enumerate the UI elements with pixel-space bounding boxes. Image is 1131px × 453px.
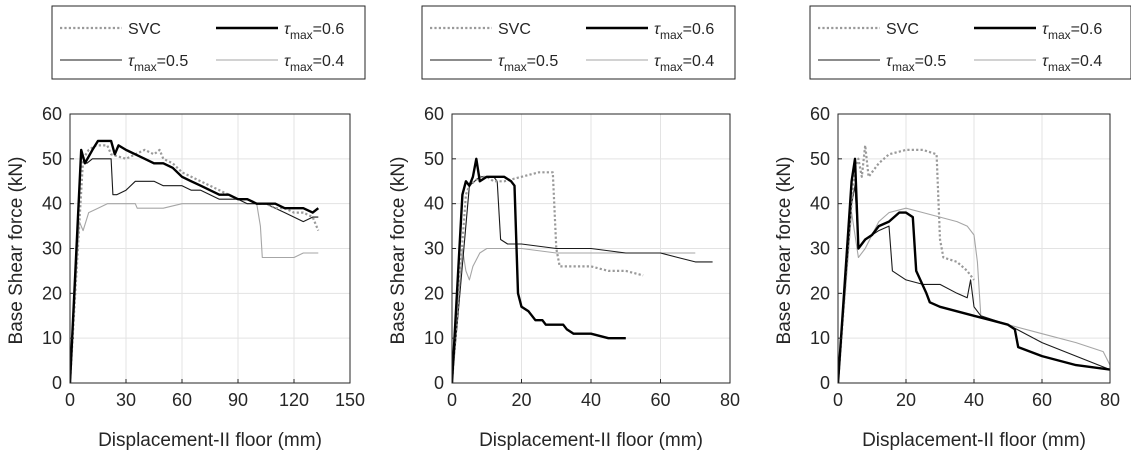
y-tick-label: 20: [424, 283, 444, 303]
y-tick-label: 30: [810, 239, 830, 259]
x-axis-label: Displacement-II floor (mm): [479, 430, 703, 451]
series-line-t04: [838, 207, 1110, 383]
y-tick-label: 50: [424, 149, 444, 169]
legend-label-t04: τmax=0.4: [1042, 53, 1102, 74]
x-tick-label: 90: [228, 390, 248, 410]
x-axis-label: Displacement-II floor (mm): [862, 430, 1086, 451]
x-tick-label: 0: [447, 390, 457, 410]
y-axis-label: Base Shear force (kN): [6, 157, 27, 345]
y-tick-label: 50: [42, 149, 62, 169]
legend-box: [809, 5, 1131, 80]
series-line-t04: [70, 203, 319, 383]
legend: SVC τmax=0.6 τmax=0.5 τmax=0.4: [421, 5, 736, 80]
series-line-t06: [838, 157, 1110, 383]
series-line-t05: [70, 153, 319, 383]
y-axis-label: Base Shear force (kN): [774, 157, 795, 345]
y-tick-label: 40: [810, 194, 830, 214]
y-tick-label: 60: [42, 104, 62, 124]
y-tick-label: 20: [42, 283, 62, 303]
series-line-t04: [452, 247, 696, 383]
y-tick-label: 0: [820, 373, 830, 393]
legend: SVC τmax=0.6 τmax=0.5 τmax=0.4: [51, 5, 366, 80]
y-tick-label: 10: [424, 328, 444, 348]
legend: SVC τmax=0.6 τmax=0.5 τmax=0.4: [809, 5, 1131, 80]
legend-label-svc: SVC: [498, 21, 531, 38]
chart-panel-2: 0 20 40 60 80 0 10 20 30 40 50 60 Displacement-II fl…: [388, 5, 740, 451]
y-tick-label: 30: [424, 239, 444, 259]
series-line-svc: [70, 144, 320, 383]
x-tick-label: 60: [1032, 390, 1052, 410]
legend-label-svc: SVC: [886, 21, 919, 38]
x-tick-label: 80: [720, 390, 740, 410]
y-tick-label: 60: [424, 104, 444, 124]
y-axis-label: Base Shear force (kN): [388, 157, 409, 345]
x-tick-label: 30: [116, 390, 136, 410]
legend-label-t06: τmax=0.6: [654, 21, 714, 42]
x-tick-label: 0: [833, 390, 843, 410]
series-line-t06: [70, 139, 320, 383]
x-axis-label: Displacement-II floor (mm): [98, 430, 322, 451]
y-tick-label: 60: [810, 104, 830, 124]
y-tick-label: 10: [42, 328, 62, 348]
chart-panel-3: 0 20 40 60 80 0 10 20 30 40 50 60 Displacement-II fl…: [774, 5, 1131, 451]
y-tick-label: 0: [52, 373, 62, 393]
y-tick-label: 50: [810, 149, 830, 169]
y-tick-label: 10: [810, 328, 830, 348]
legend-label-t05: τmax=0.5: [128, 53, 188, 74]
legend-label-t06: τmax=0.6: [284, 21, 344, 42]
series-line-t06: [452, 157, 626, 383]
x-tick-label: 0: [65, 390, 75, 410]
x-tick-label: 60: [650, 390, 670, 410]
legend-label-t04: τmax=0.4: [654, 53, 714, 74]
chart-panel-1: 0 30 60 90 120 150 0 10 20 30 40 50 60 Displacement-I…: [6, 5, 366, 451]
x-tick-label: 20: [896, 390, 916, 410]
x-tick-label: 150: [335, 390, 365, 410]
series-line-svc: [452, 171, 644, 383]
legend-box: [51, 5, 366, 80]
x-tick-label: 80: [1100, 390, 1120, 410]
y-tick-label: 30: [42, 239, 62, 259]
x-tick-label: 40: [581, 390, 601, 410]
y-tick-label: 40: [424, 194, 444, 214]
x-tick-label: 40: [964, 390, 984, 410]
legend-box: [421, 5, 736, 80]
y-tick-label: 0: [434, 373, 444, 393]
legend-label-svc: SVC: [128, 21, 161, 38]
x-tick-label: 120: [279, 390, 309, 410]
legend-label-t05: τmax=0.5: [886, 53, 946, 74]
x-tick-label: 20: [511, 390, 531, 410]
legend-label-t06: τmax=0.6: [1042, 21, 1102, 42]
series-line-svc: [838, 144, 975, 383]
legend-label-t05: τmax=0.5: [498, 53, 558, 74]
y-tick-label: 20: [810, 283, 830, 303]
x-tick-label: 60: [172, 390, 192, 410]
legend-label-t04: τmax=0.4: [284, 53, 344, 74]
y-tick-label: 40: [42, 194, 62, 214]
